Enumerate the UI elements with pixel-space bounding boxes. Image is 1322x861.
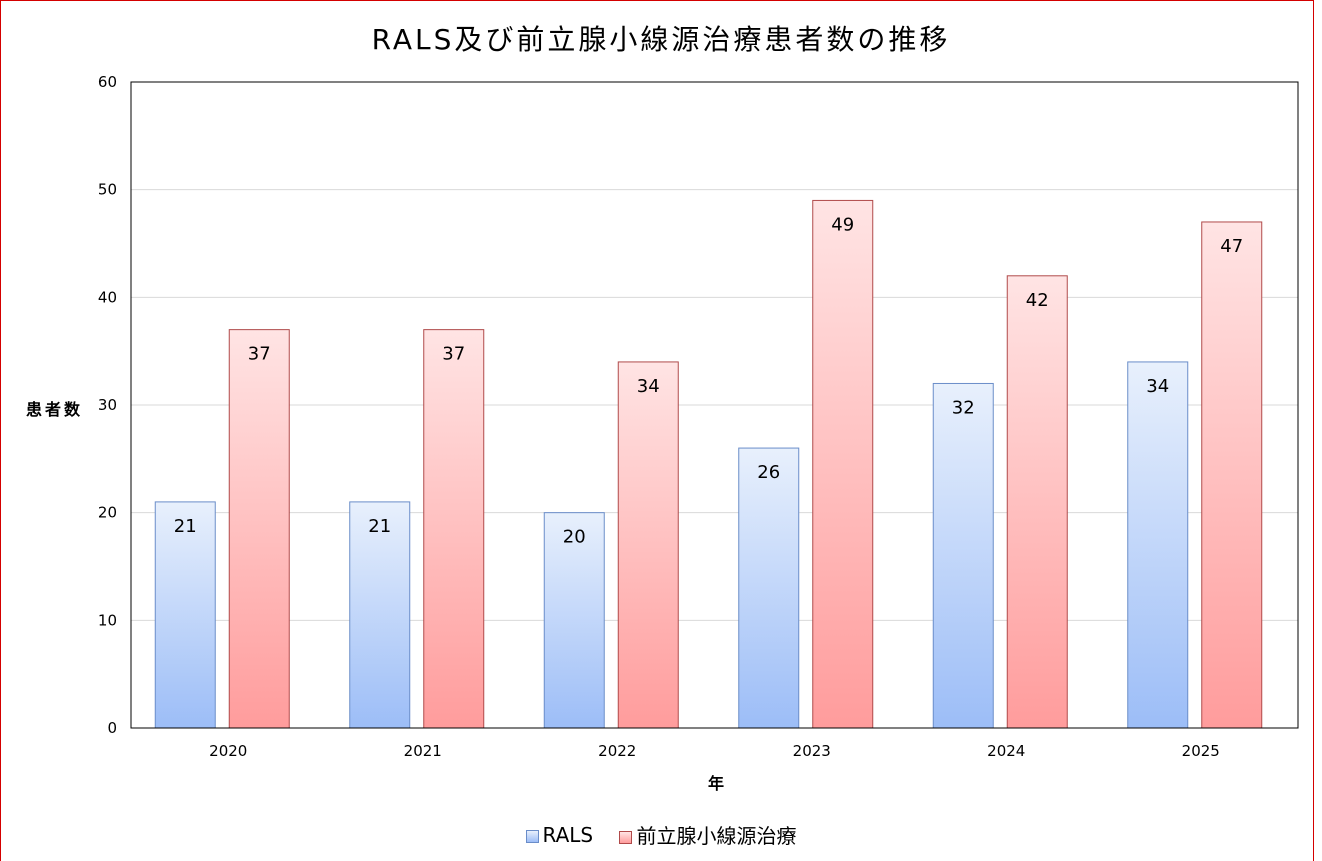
data-label: 32 (952, 397, 975, 418)
bar-brachy (812, 199, 874, 729)
y-tick-label: 20 (98, 504, 117, 522)
x-tick-label: 2020 (209, 742, 247, 760)
gridlines (131, 189, 1298, 621)
x-tick-label: 2021 (404, 742, 442, 760)
legend-swatch-brachy (619, 831, 633, 844)
bars (154, 199, 1263, 729)
x-axis-label: 年 (708, 774, 725, 793)
y-tick-label: 0 (107, 719, 117, 737)
y-tick-label: 30 (98, 396, 117, 414)
bar-rals (1127, 361, 1189, 729)
bar-labels: 21 37 21 37 20 34 26 49 32 42 34 47 (174, 214, 1243, 547)
legend-item-brachy: 前立腺小線源治療 (619, 820, 796, 849)
x-tick-label: 2022 (598, 742, 636, 760)
y-tick-labels: 0 10 20 30 40 50 60 (98, 73, 117, 737)
plot-area-border (130, 81, 1299, 729)
chart-title: RALS及び前立腺小線源治療患者数の推移 (371, 23, 951, 56)
data-label: 26 (757, 462, 780, 483)
bar-brachy (1201, 221, 1263, 729)
y-tick-label: 50 (98, 181, 117, 199)
legend-label-rals: RALS (542, 822, 594, 847)
data-label: 34 (637, 376, 660, 397)
bar-brachy (228, 329, 290, 729)
data-label: 47 (1220, 236, 1243, 257)
bar-brachy (1006, 275, 1068, 729)
x-tick-label: 2024 (987, 742, 1025, 760)
legend-item-rals: RALS (525, 822, 594, 847)
data-label: 20 (563, 527, 586, 548)
data-label: 49 (831, 214, 854, 235)
legend-label-brachy: 前立腺小線源治療 (636, 824, 797, 848)
data-label: 21 (368, 516, 391, 537)
y-axis-label: 患者数 (26, 400, 84, 419)
x-tick-label: 2023 (793, 742, 831, 760)
data-label: 37 (442, 344, 465, 365)
y-tick-label: 10 (98, 611, 117, 629)
bar-rals (154, 501, 216, 729)
y-tick-label: 60 (98, 73, 117, 91)
bar-brachy (423, 329, 485, 729)
data-label: 37 (248, 344, 271, 365)
bar-brachy (617, 361, 679, 729)
x-tick-labels: 2020 2021 2022 2023 2024 2025 (209, 742, 1220, 760)
legend: RALS 前立腺小線源治療 (0, 820, 1322, 849)
data-label: 34 (1146, 376, 1169, 397)
x-tick-label: 2025 (1182, 742, 1220, 760)
y-tick-label: 40 (98, 288, 117, 306)
bar-rals (738, 447, 800, 729)
data-label: 21 (174, 516, 197, 537)
legend-swatch-rals (525, 829, 539, 843)
bar-rals (932, 382, 994, 729)
data-label: 42 (1026, 290, 1049, 311)
